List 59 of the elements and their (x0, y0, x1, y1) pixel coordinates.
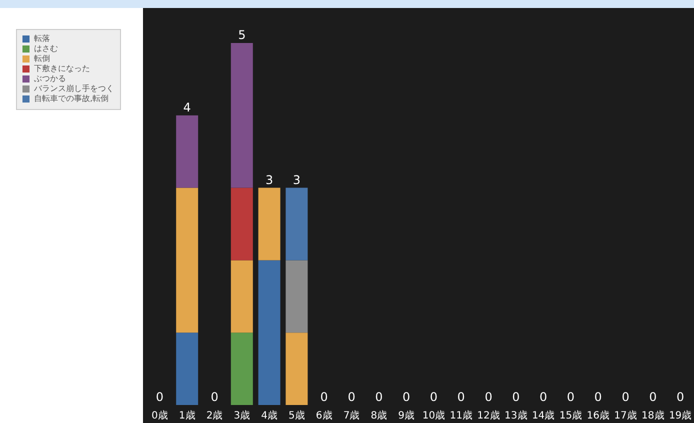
total-label: 0 (375, 390, 383, 404)
x-tick-label: 5歳 (288, 410, 305, 422)
total-label: 0 (457, 390, 465, 404)
legend-label: 転倒 (34, 54, 50, 63)
total-label: 3 (265, 172, 274, 187)
bar (230, 43, 253, 188)
total-label: 0 (622, 390, 630, 404)
bar (286, 260, 308, 333)
total-label: 0 (649, 390, 657, 404)
bar (176, 188, 198, 333)
x-tick-label: 6歳 (316, 410, 332, 422)
legend-label: はさむ (34, 44, 58, 53)
x-tick-label: 2歳 (206, 410, 223, 422)
total-label: 5 (238, 28, 246, 42)
bar (286, 332, 308, 405)
total-label: 0 (512, 390, 520, 404)
x-tick-label: 4歳 (261, 410, 278, 422)
x-tick-label: 17歳 (614, 410, 637, 422)
total-label: 3 (292, 172, 301, 187)
total-label: 0 (566, 390, 575, 404)
x-tick-label: 8歳 (370, 410, 388, 422)
bar (286, 188, 308, 260)
bar (176, 115, 198, 188)
x-tick-label: 9歳 (398, 410, 414, 422)
x-tick-label: 10歳 (422, 410, 446, 422)
total-label: 0 (402, 390, 410, 404)
total-label: 0 (210, 390, 218, 404)
total-label: 0 (348, 390, 356, 404)
x-tick-label: 7歳 (343, 410, 360, 422)
x-tick-label: 11歳 (450, 410, 472, 422)
x-tick-label: 3歳 (234, 410, 250, 422)
x-tick-label: 15歳 (559, 410, 582, 422)
x-tick-label: 13歳 (504, 410, 528, 422)
total-label: 0 (539, 390, 548, 404)
x-tick-label: 18歳 (642, 410, 664, 422)
total-label: 0 (320, 390, 328, 404)
x-tick-label: 16歳 (586, 410, 610, 422)
total-label: 4 (183, 100, 191, 114)
x-tick-label: 14歳 (532, 410, 555, 422)
bar (258, 260, 280, 405)
x-tick-label: 12歳 (477, 410, 500, 422)
total-label: 0 (156, 390, 164, 404)
x-tick-label: 19歳 (668, 410, 692, 422)
legend-label: 自転車での事故,転倒 (34, 94, 109, 103)
legend-label: 転落 (34, 34, 50, 43)
x-tick-label: 0歳 (152, 410, 168, 422)
total-label: 0 (484, 390, 492, 404)
legend-label: バランス崩し手をつく (33, 84, 114, 93)
bar (230, 332, 253, 405)
total-label: 0 (594, 390, 602, 404)
bar (176, 332, 198, 405)
legend-label: ぶつかる (34, 74, 66, 83)
bar (258, 188, 280, 260)
total-label: 0 (430, 390, 438, 404)
total-label: 0 (676, 390, 684, 404)
x-tick-label: 1歳 (178, 410, 196, 422)
legend-label: 下敷きになった (34, 64, 90, 73)
bar (230, 260, 253, 333)
bar (230, 188, 253, 260)
